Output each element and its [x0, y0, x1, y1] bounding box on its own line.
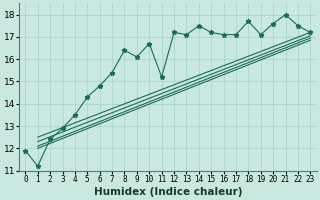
X-axis label: Humidex (Indice chaleur): Humidex (Indice chaleur) — [93, 187, 242, 197]
